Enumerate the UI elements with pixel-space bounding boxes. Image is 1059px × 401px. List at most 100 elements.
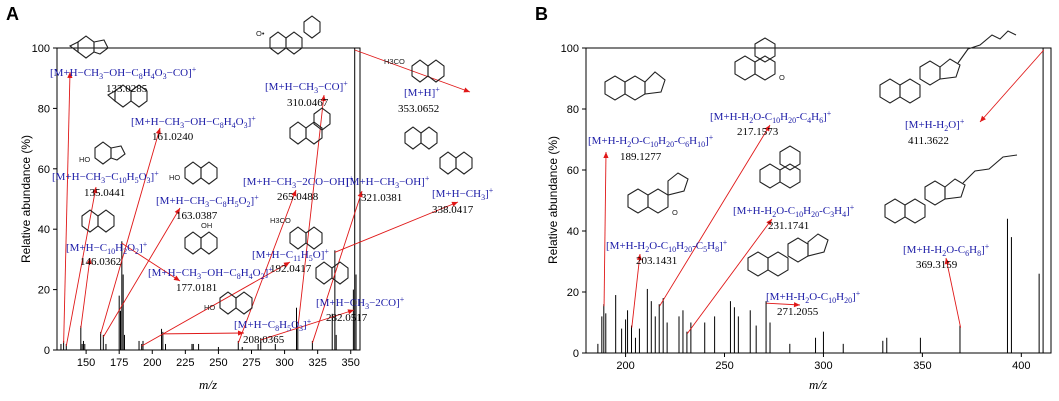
panel-label-b: B <box>535 4 548 24</box>
panel-a-xticks: 150 175 200 225 250 275 300 325 350 <box>77 350 360 369</box>
mz-label-161: 161.0240 <box>152 131 194 143</box>
xtick-label-b-300: 300 <box>814 360 832 372</box>
panel-a-axes: 150 175 200 225 250 275 300 325 350 0 20 40 60 80 100… <box>19 43 361 392</box>
ion-label-231: [M+H-H2O-C10H20-C3H4]+ <box>733 203 855 219</box>
ytick-label-a-0: 0 <box>44 345 50 357</box>
panel-a-peaks <box>60 48 357 350</box>
mz-label-411: 411.3622 <box>908 135 949 147</box>
structure-282 <box>315 261 349 285</box>
ion-label-265: [M+H−CH3−2CO−OH]+ <box>243 174 354 190</box>
panel-b-arrows <box>603 49 1045 334</box>
arrowhead-a-282.0517 <box>347 309 354 315</box>
xtick-label-a-200: 200 <box>143 357 161 369</box>
ion-label-192: [M+H−C11H5O]+ <box>252 247 329 263</box>
panel-a-ylabel: Relative abundance (%) <box>19 135 33 263</box>
ion-label-133: [M+H−CH3−OH−C8H4O3−CO]+ <box>50 65 197 81</box>
arrowhead-a-133.0285 <box>67 72 73 79</box>
xtick-label-b-200: 200 <box>616 360 634 372</box>
xtick-label-b-400: 400 <box>1012 360 1030 372</box>
panel-b-structures: O O <box>604 30 1018 277</box>
structure-oh-label: OH <box>201 221 212 230</box>
arrow-b-203.1431 <box>631 253 641 328</box>
structure-338 <box>439 151 473 175</box>
panel-a-structures: HO HO OH HO H3CO <box>68 15 473 315</box>
ion-label-282: [M+H−CH3−2CO]+ <box>316 295 405 311</box>
arrowhead-a-135.0441 <box>92 187 98 194</box>
panel-b-axes: 200 250 300 350 400 0 20 40 60 80 100 Relative ab… <box>546 43 1052 392</box>
panel-b-labels: [M+H-H2O-C10H20-C6H10]+ 189.1277 [M+H-H2… <box>588 109 990 318</box>
mz-label-133: 133.0285 <box>106 83 148 95</box>
ion-label-208: [M+H−C8H5O3]+ <box>234 317 312 333</box>
arrow-a-161.0240 <box>100 127 161 335</box>
panel-b-peaks <box>597 48 1044 353</box>
ion-label-189: [M+H-H2O-C10H20-C6H10]+ <box>588 133 714 149</box>
arrowhead-a-146.0362 <box>86 258 92 265</box>
ytick-label-a-100: 100 <box>32 43 50 55</box>
structure-ho-label-2: HO <box>169 173 180 182</box>
structure-369 <box>884 154 1018 224</box>
structure-methoxycoumarin-192: H3CO <box>270 216 323 250</box>
xtick-label-b-250: 250 <box>715 360 733 372</box>
ion-label-321: [M+H−CH3−OH]+ <box>346 174 430 190</box>
structure-o-label: O <box>779 73 785 82</box>
mz-label-192: 192.0417 <box>270 263 312 275</box>
arrowhead-a-177.0181 <box>173 275 180 281</box>
arrow-a-135.0441 <box>65 186 97 347</box>
panel-a-yticks: 0 20 40 60 80 100 <box>32 43 57 357</box>
structure-411 <box>879 30 1017 104</box>
mz-label-146: 146.0362 <box>80 256 121 268</box>
arrow-b-217.1573 <box>659 124 771 307</box>
structure-o-radical-label: O• <box>256 29 265 38</box>
xtick-label-a-250: 250 <box>209 357 227 369</box>
panel-b-ylabel: Relative abundance (%) <box>546 136 560 264</box>
structure-217: O <box>734 37 785 82</box>
mz-label-338: 338.0417 <box>432 204 474 216</box>
structure-hydroxycoumarin: HO <box>169 161 218 185</box>
panel-b-xticks: 200 250 300 350 400 <box>616 353 1030 372</box>
panel-a-labels: [M+H−CH3−OH−C8H4O3−CO]+ 133.0285 [M+H−CH… <box>50 65 494 346</box>
arrowhead-b-369.3159 <box>944 258 950 265</box>
structure-methoxycoumarin-208: HO <box>204 291 253 315</box>
structure-furanocoumarin-fragment <box>68 35 109 59</box>
structure-203: O <box>627 172 689 217</box>
panel-a-xlabel: m/z <box>199 377 217 392</box>
arrowhead-b-231.1741 <box>766 219 772 226</box>
ion-label-217: [M+H-H2O-C10H20-C4H6]+ <box>710 109 832 125</box>
arrowhead-b-217.1573 <box>764 125 770 132</box>
xtick-label-a-300: 300 <box>275 357 293 369</box>
arrow-a-265.0488 <box>237 189 297 344</box>
ytick-label-b-0: 0 <box>573 348 579 360</box>
ion-label-177: [M+H−CH3−OH−C8H4O2]+ <box>148 265 273 281</box>
panel-b-xlabel: m/z <box>809 377 827 392</box>
mz-label-321: 321.0381 <box>361 192 402 204</box>
xtick-label-a-325: 325 <box>308 357 326 369</box>
panel-label-a: A <box>6 4 19 24</box>
ion-label-163: [M+H−CH3−C8H5O2]+ <box>156 193 259 209</box>
panel-b-yticks: 0 20 40 60 80 100 <box>561 43 586 360</box>
ion-label-146: [M+H−C10H2O2]+ <box>66 240 148 256</box>
structure-coumarin-furan-265 <box>289 107 331 145</box>
arrow-a-133.0285 <box>63 71 71 343</box>
ion-label-203: [M+H-H2O-C10H20-C5H8]+ <box>606 238 728 254</box>
mz-label-217: 217.1573 <box>737 126 779 138</box>
mz-label-177: 177.0181 <box>176 282 217 294</box>
ytick-label-b-20: 20 <box>567 287 579 299</box>
arrowhead-a-321.0381 <box>357 191 363 198</box>
mz-label-265: 265.0488 <box>277 191 319 203</box>
arrowhead-a-192.0417 <box>283 262 290 268</box>
mz-label-282: 282.0517 <box>326 312 368 324</box>
ion-label-353: [M+H]+ <box>404 85 440 99</box>
structure-310-parent: O• <box>256 15 321 55</box>
ion-label-161: [M+H−CH3−OH−C8H4O3]+ <box>131 114 256 130</box>
mz-label-369: 369.3159 <box>916 259 958 271</box>
structure-o-label-2: O <box>672 208 678 217</box>
structure-353-parent: H3CO <box>384 57 445 83</box>
ytick-label-a-40: 40 <box>38 224 50 236</box>
arrowhead-b-203.1431 <box>636 254 642 261</box>
ion-label-369: [M+H-H2O-C6H8]+ <box>903 242 990 258</box>
ion-label-271: [M+H-H2O-C10H20]+ <box>766 289 861 305</box>
structure-h3co-label: H3CO <box>270 216 291 225</box>
mz-label-203: 203.1431 <box>636 255 677 267</box>
panel-a-frame <box>56 47 361 351</box>
